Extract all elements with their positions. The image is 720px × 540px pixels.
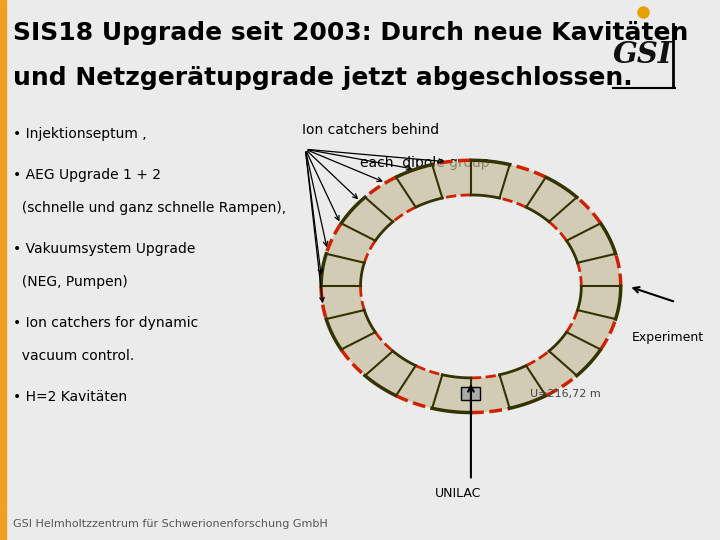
Bar — [0, 97, 6, 508]
Text: • Ion catchers for dynamic: • Ion catchers for dynamic — [13, 316, 198, 330]
Polygon shape — [321, 160, 621, 413]
Text: • Injektionseptum ,: • Injektionseptum , — [13, 127, 147, 141]
Text: GSI Helmholtzzentrum für Schwerionenforschung GmbH: GSI Helmholtzzentrum für Schwerionenfors… — [13, 519, 328, 529]
Text: und Netzgerätupgrade jetzt abgeschlossen.: und Netzgerätupgrade jetzt abgeschlossen… — [13, 66, 633, 90]
Text: (schnelle und ganz schnelle Rampen),: (schnelle und ganz schnelle Rampen), — [13, 201, 286, 215]
Text: (NEG, Pumpen): (NEG, Pumpen) — [13, 275, 127, 289]
Text: • AEG Upgrade 1 + 2: • AEG Upgrade 1 + 2 — [13, 168, 161, 182]
Bar — [0, 0, 6, 97]
Text: • H=2 Kavitäten: • H=2 Kavitäten — [13, 390, 127, 404]
Text: Experiment: Experiment — [632, 330, 704, 343]
Text: SIS18 Upgrade seit 2003: Durch neue Kavitäten: SIS18 Upgrade seit 2003: Durch neue Kavi… — [13, 22, 688, 45]
Bar — [0, 508, 6, 540]
Text: UNILAC: UNILAC — [435, 487, 482, 500]
Text: GSI: GSI — [613, 40, 672, 69]
Text: vacuum control.: vacuum control. — [13, 349, 134, 363]
FancyBboxPatch shape — [462, 387, 480, 400]
Text: Ion catchers behind: Ion catchers behind — [302, 123, 439, 137]
Text: U=216,72 m: U=216,72 m — [530, 389, 601, 399]
Text: • Vakuumsystem Upgrade: • Vakuumsystem Upgrade — [13, 242, 195, 256]
Text: each  dipole group: each dipole group — [360, 156, 490, 170]
